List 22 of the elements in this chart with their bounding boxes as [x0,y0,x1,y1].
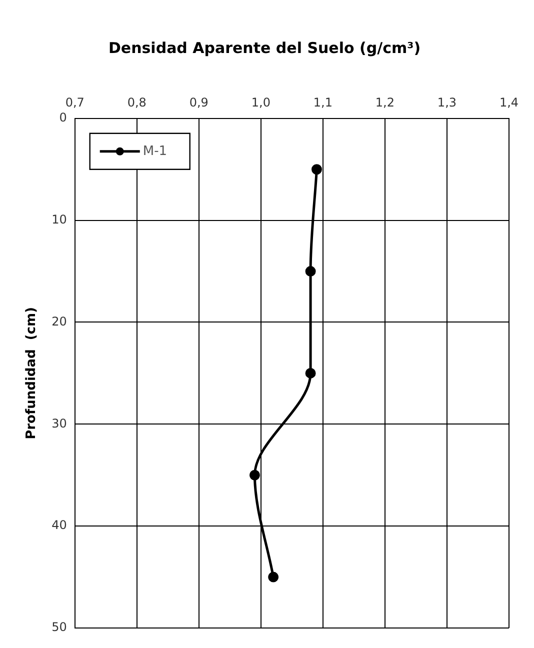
chart-title: Densidad Aparente del Suelo (g/cm³) [108,38,421,57]
point [305,368,316,378]
x-tick-label: 1,2 [375,95,395,110]
y-tick-label: 0 [59,110,67,125]
x-tick-label: 0,9 [189,95,208,110]
y-tick-label: 40 [52,518,67,532]
y-tick-label: 20 [52,314,67,328]
y-axis-title: Profundidad (cm) [24,307,40,440]
x-tick-label: 0,7 [65,95,84,110]
legend-label: M-1 [142,144,168,159]
point [268,572,279,582]
x-tick-label: 1,4 [499,95,519,110]
y-tick-label: 30 [52,416,67,430]
point [305,266,316,277]
x-tick-label: 0,8 [127,95,146,110]
x-tick-label: 1,0 [251,95,270,110]
y-tick-label: 10 [52,212,67,226]
point [311,164,322,175]
x-tick-label: 1,3 [437,95,457,110]
y-tick-label: 50 [52,620,67,634]
point [249,470,260,480]
x-tick-label: 1,1 [313,95,332,110]
